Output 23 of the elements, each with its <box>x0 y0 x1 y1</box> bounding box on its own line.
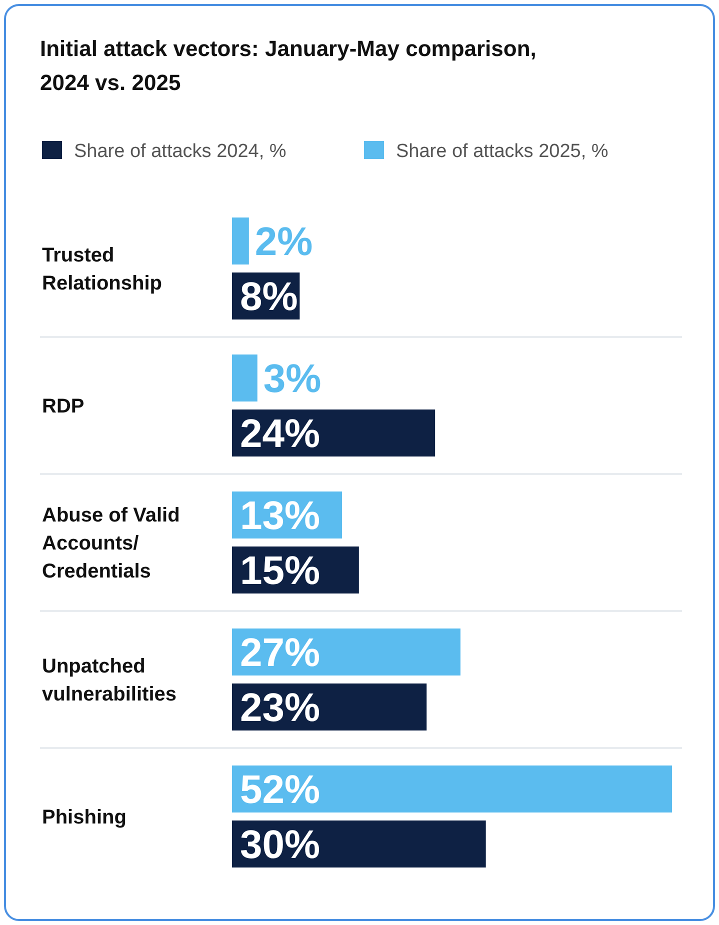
data-label: 27% <box>240 631 320 675</box>
y-tick-label: RDP <box>42 396 84 418</box>
data-label: 52% <box>240 768 320 812</box>
y-tick-label: Unpatched vulnerabilities <box>42 656 176 706</box>
y-tick-label: Trusted Relationship <box>42 244 162 294</box>
legend-label: Share of attacks 2024, % <box>74 141 286 162</box>
data-label: 13% <box>240 494 320 538</box>
bar <box>232 820 486 868</box>
bar <box>232 354 258 402</box>
y-tick-label: Abuse of Valid Accounts/ Credentials <box>42 504 180 582</box>
data-label: 8% <box>240 275 298 319</box>
chart-title: Initial attack vectors: January-May comparison, 2024 vs. 2025 <box>40 36 536 95</box>
bar <box>232 766 672 812</box>
data-label: 2% <box>254 220 313 264</box>
bar <box>232 628 460 676</box>
legend-label: Share of attacks 2025, % <box>396 141 608 162</box>
y-tick-label: Phishing <box>42 806 126 828</box>
data-label: 24% <box>240 412 320 456</box>
bar <box>232 218 249 264</box>
data-label: 15% <box>240 549 320 593</box>
data-label: 30% <box>240 823 320 867</box>
data-label: 23% <box>240 686 320 730</box>
data-label: 3% <box>263 357 322 401</box>
